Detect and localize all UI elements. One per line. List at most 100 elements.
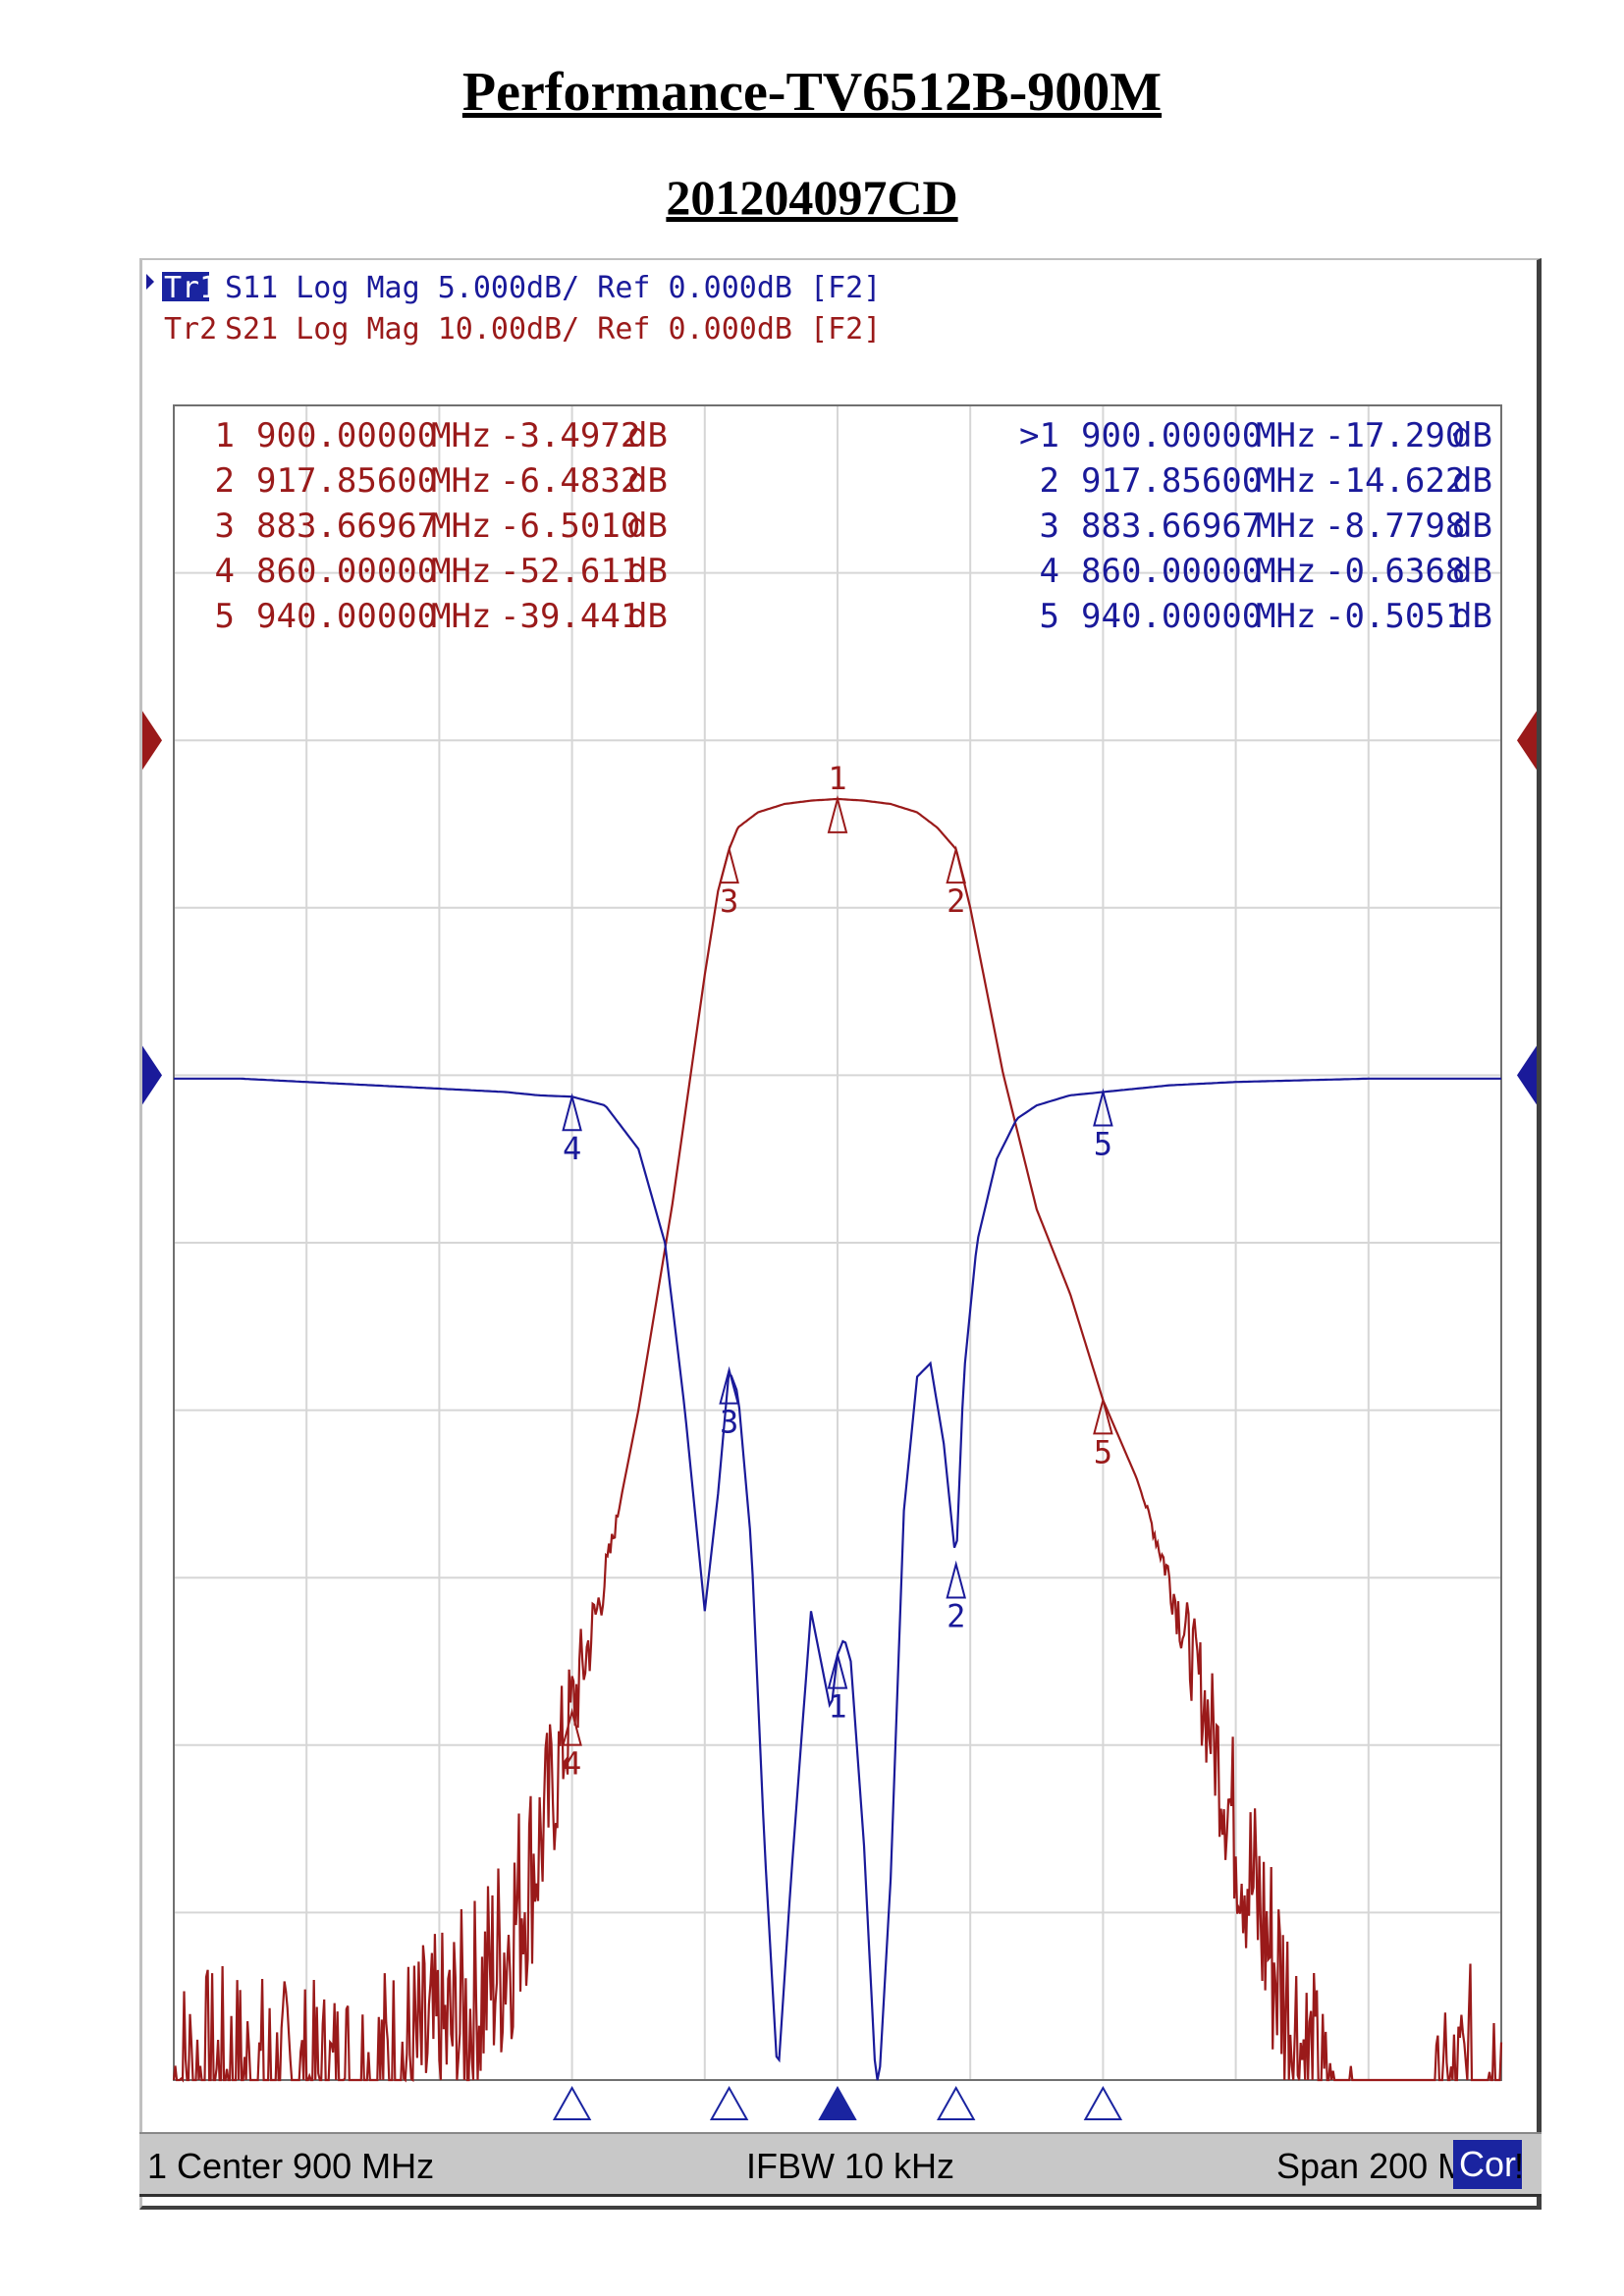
trace-header: Tr1 S11 Log Mag 5.000dB/ Ref 0.000dB [F2… [146,271,881,347]
marker-table-cell: 4 [215,552,235,591]
ref-pointer-left-icon [142,1045,162,1105]
marker-table-cell: 883.66967 [1081,507,1262,546]
marker-table-cell: MHz [1256,416,1316,455]
marker-table-cell: 860.00000 [1081,552,1262,591]
trace-markers: 1 2 3 4 5 1 2 3 4 5 [562,760,1113,1783]
marker-number: 4 [563,1745,581,1783]
status-bar: 1 Center 900 MHz IFBW 10 kHz Span 200 MH… [139,2132,1542,2197]
marker-table-cell: 5 [215,597,235,636]
marker-table-cell: -14.622 [1325,461,1465,501]
marker-table-cell: 2 [1040,461,1059,501]
stimulus-marker-icon [818,2085,857,2120]
marker-table-cell: 917.85600 [256,461,437,501]
marker-table-cell: -39.441 [500,597,640,636]
marker-table-cell: MHz [1256,461,1316,501]
marker-table-cell: dB [1452,507,1492,546]
status-warning[interactable]: ! [1514,2146,1525,2186]
marker-triangle-icon [946,1560,967,1599]
marker-table-cell: dB [1452,597,1492,636]
marker-number: 4 [563,1130,581,1167]
marker-table-cell: 3 [215,507,235,546]
marker-triangle-icon [827,1650,848,1689]
marker-triangle-icon [562,1093,582,1132]
marker-table-cell: MHz [431,552,491,591]
marker-table-cell: 2 [215,461,235,501]
marker-table-cell: MHz [431,597,491,636]
vna-screen: Tr1 S11 Log Mag 5.000dB/ Ref 0.000dB [F2… [139,258,1542,2210]
marker-table-cell: dB [1452,552,1492,591]
marker-table-cell: dB [1452,416,1492,455]
marker-table-cell: MHz [1256,507,1316,546]
reference-pointers [142,711,1537,1105]
marker-table-cell: 900.00000 [256,416,437,455]
ref-pointer-left-icon [142,711,162,771]
marker-table-cell: -52.611 [500,552,640,591]
status-correction[interactable]: Cor [1453,2140,1523,2189]
tr2-label[interactable]: Tr2 [164,312,217,347]
marker-table-cell: -6.5010 [500,507,640,546]
marker-table-cell: 4 [1040,552,1059,591]
marker-table-cell: >1 [1019,416,1059,455]
status-ifbw[interactable]: IFBW 10 kHz [746,2146,955,2186]
stimulus-markers [552,2085,1123,2120]
marker-table-cell: -6.4832 [500,461,640,501]
marker-table-cell: -17.290 [1325,416,1465,455]
tr2-header: S21 Log Mag 10.00dB/ Ref 0.000dB [F2] [225,312,881,347]
status-channel[interactable]: 1 [147,2146,168,2186]
marker-table-cell: -8.7798 [1325,507,1465,546]
tr1-label[interactable]: Tr1 [164,271,217,305]
tr1-highlight [162,272,209,301]
marker-triangle-icon [719,1365,739,1405]
marker-number: 1 [828,1688,846,1726]
marker-table-cell: 940.00000 [1081,597,1262,636]
marker-table-cell: 860.00000 [256,552,437,591]
status-center[interactable]: Center 900 MHz [177,2146,435,2186]
vna-display: Tr1 S11 Log Mag 5.000dB/ Ref 0.000dB [F2… [142,271,1537,2120]
marker-table-cell: -0.6368 [1325,552,1465,591]
marker-table-cell: dB [627,416,668,455]
marker-table-cell: 900.00000 [1081,416,1262,455]
marker-number: 2 [947,882,965,920]
marker-triangle-icon [719,845,739,884]
marker-table-cell: MHz [431,416,491,455]
active-trace-pointer-icon [146,274,154,290]
marker-table-cell: dB [627,507,668,546]
marker-number: 5 [1094,1125,1112,1162]
ref-pointer-right-icon [1517,711,1537,771]
marker-table-cell: 940.00000 [256,597,437,636]
marker-number: 5 [1094,1433,1112,1470]
marker-table-cell: 5 [1040,597,1059,636]
marker-table-cell: -3.4972 [500,416,640,455]
marker-number: 3 [720,882,738,920]
marker-triangle-icon [1093,1088,1113,1127]
marker-table-cell: 1 [215,416,235,455]
page-title: Performance-TV6512B-900M [461,62,1163,123]
marker-table-cell: MHz [1256,552,1316,591]
marker-triangle-icon [946,845,967,884]
ref-pointer-right-icon [1517,1045,1537,1105]
marker-table-cell: MHz [431,507,491,546]
tr1-header: S11 Log Mag 5.000dB/ Ref 0.000dB [F2] [225,271,881,305]
marker-number: 3 [720,1404,738,1441]
marker-table-cell: MHz [431,461,491,501]
marker-table-cell: dB [627,461,668,501]
stimulus-marker-icon [709,2085,749,2120]
marker-table-cell: dB [627,597,668,636]
marker-triangle-icon [827,795,848,833]
marker-number: 2 [947,1598,965,1635]
page-subtitle: 201204097CD [666,170,958,225]
marker-table-cell: 883.66967 [256,507,437,546]
marker-table-cell: -0.5051 [1325,597,1465,636]
marker-table-cell: 3 [1040,507,1059,546]
marker-table-cell: dB [1452,461,1492,501]
marker-number: 1 [828,760,846,797]
marker-triangle-icon [1093,1396,1113,1435]
plot-frame [173,404,1502,2081]
marker-table-cell: dB [627,552,668,591]
marker-triangle-icon [562,1707,582,1746]
stimulus-marker-icon [936,2085,976,2120]
stimulus-marker-icon [1083,2085,1123,2120]
marker-table-cell: 917.85600 [1081,461,1262,501]
